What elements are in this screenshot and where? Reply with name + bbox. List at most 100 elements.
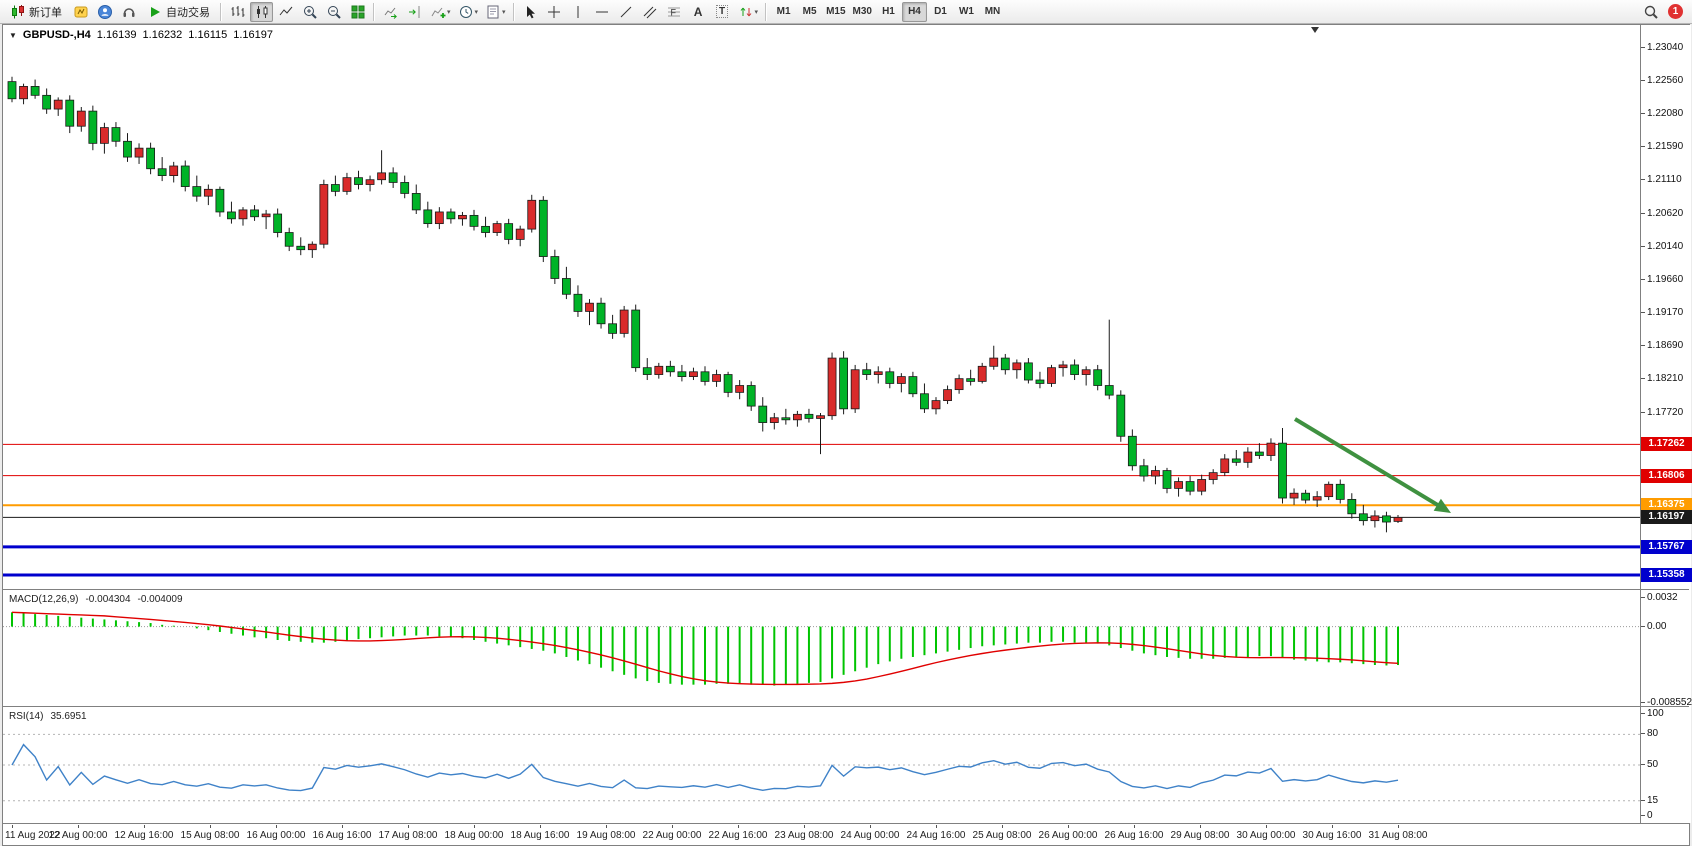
horizontal-line-icon xyxy=(596,11,609,12)
candlestick-series xyxy=(7,76,1403,533)
scale-label: 80 xyxy=(1640,728,1659,740)
time-tick xyxy=(936,825,937,828)
notification-badge[interactable]: 1 xyxy=(1668,4,1683,19)
bars-chart-button[interactable] xyxy=(226,2,249,22)
support-button[interactable] xyxy=(117,2,140,22)
chart-shift-marker[interactable] xyxy=(1311,27,1319,33)
time-tick xyxy=(276,825,277,828)
time-tick xyxy=(1134,825,1135,828)
timeframe-button-m30[interactable]: M30 xyxy=(852,6,872,17)
fibonacci-tool-button[interactable]: F xyxy=(663,2,686,22)
metaeditor-button[interactable] xyxy=(69,2,92,22)
time-tick xyxy=(408,825,409,828)
time-axis-label: 25 Aug 08:00 xyxy=(972,830,1032,841)
trendline-tool-button[interactable] xyxy=(615,2,638,22)
rsi-panel-canvas[interactable] xyxy=(3,707,1640,823)
time-tick xyxy=(1266,825,1267,828)
price-line-badge: 1.15767 xyxy=(1641,539,1692,554)
time-axis-label: 16 Aug 16:00 xyxy=(312,830,372,841)
chart-shift-icon xyxy=(408,5,419,18)
channel-icon xyxy=(643,6,657,18)
time-axis-label: 23 Aug 08:00 xyxy=(774,830,834,841)
timeframe-button-w1[interactable]: W1 xyxy=(958,6,974,17)
time-tick xyxy=(1068,825,1069,828)
crosshair-tool-button[interactable] xyxy=(543,2,566,22)
cursor-tool-button[interactable] xyxy=(519,2,542,22)
svg-text:F: F xyxy=(671,7,677,17)
time-axis-label: 31 Aug 08:00 xyxy=(1368,830,1428,841)
zoom-in-button[interactable] xyxy=(298,2,321,22)
periods-button[interactable]: ▾ xyxy=(455,2,482,22)
macd-panel-canvas[interactable] xyxy=(3,590,1640,706)
scale-label: 1.19660 xyxy=(1640,273,1684,285)
time-tick xyxy=(1332,825,1333,828)
timeframe-button-h1[interactable]: H1 xyxy=(882,6,895,17)
timeframe-button-h4[interactable]: H4 xyxy=(901,1,927,22)
scale-label: 1.22080 xyxy=(1640,107,1684,119)
crosshair-icon xyxy=(548,5,561,18)
main-chart-canvas[interactable] xyxy=(3,25,1640,589)
profile-icon xyxy=(97,4,112,19)
templates-button[interactable]: ▾ xyxy=(482,2,509,22)
text-label-tool-button[interactable]: T xyxy=(711,2,734,22)
time-axis-label: 17 Aug 08:00 xyxy=(378,830,438,841)
zoom-out-button[interactable] xyxy=(322,2,345,22)
chart-symbol-period: GBPUSD-,H4 xyxy=(22,29,91,41)
vertical-line-tool-button[interactable] xyxy=(567,2,590,22)
dropdown-caret-icon: ▾ xyxy=(502,8,506,16)
channel-tool-button[interactable] xyxy=(639,2,662,22)
trend-arrow-head xyxy=(1433,498,1451,513)
macd-signal-value: -0.004009 xyxy=(137,594,183,605)
chart-ohlc-readout: ▼ GBPUSD-,H4 1.16139 1.16232 1.16115 1.1… xyxy=(9,29,273,41)
time-tick xyxy=(474,825,475,828)
text-tool-icon: A xyxy=(693,4,703,19)
panel-splitter[interactable] xyxy=(3,589,1689,590)
trendline-icon xyxy=(620,6,632,17)
line-chart-button[interactable] xyxy=(274,2,297,22)
timeframe-button-m15[interactable]: M15 xyxy=(826,6,846,17)
candlestick-chart-button[interactable] xyxy=(250,1,273,22)
scale-label: 0 xyxy=(1641,810,1653,821)
time-axis-label: 11 Aug 2022 xyxy=(5,830,61,841)
scale-label: 1.19170 xyxy=(1640,307,1684,319)
timeframe-button-m1[interactable]: M1 xyxy=(776,6,791,17)
auto-scroll-button[interactable] xyxy=(379,2,402,22)
new-order-button[interactable]: 新订单 xyxy=(4,2,68,22)
scale-label: 50 xyxy=(1640,759,1659,770)
search-button[interactable] xyxy=(1639,2,1662,22)
price-line-badge: 1.16806 xyxy=(1641,468,1692,483)
autotrading-button[interactable]: 自动交易 xyxy=(141,2,216,22)
timeframe-button-mn[interactable]: MN xyxy=(984,6,1001,17)
indicators-icon xyxy=(431,7,446,18)
time-axis-label: 26 Aug 00:00 xyxy=(1038,830,1098,841)
dropdown-caret-icon: ▾ xyxy=(474,8,479,16)
price-scale[interactable]: 1.23040 1.22560 1.22080 1.21590 1.21110 1.206… xyxy=(1640,25,1692,823)
play-icon xyxy=(151,6,160,17)
horizontal-line-tool-button[interactable] xyxy=(591,2,614,22)
timeframe-button-d1[interactable]: D1 xyxy=(934,6,947,17)
price-line-badge: 1.15358 xyxy=(1641,567,1692,582)
panel-splitter[interactable] xyxy=(3,706,1689,707)
tile-windows-button[interactable] xyxy=(346,2,369,22)
rsi-name: RSI(14) xyxy=(9,711,44,722)
time-tick xyxy=(738,825,739,828)
arrows-tool-button[interactable]: ▾ xyxy=(735,2,762,22)
time-axis[interactable]: 11 Aug 2022 12 Aug 00:00 12 Aug 16:00 15 Au… xyxy=(3,823,1689,845)
headset-icon xyxy=(123,7,134,17)
profile-button[interactable] xyxy=(93,2,116,22)
scale-label: 1.20140 xyxy=(1640,240,1684,252)
one-click-trading-toggle[interactable]: ▼ xyxy=(9,30,17,40)
time-axis-label: 15 Aug 08:00 xyxy=(180,830,240,841)
time-axis-label: 18 Aug 16:00 xyxy=(510,830,570,841)
timeframe-button-m5[interactable]: M5 xyxy=(802,6,817,17)
scale-label: 1.23040 xyxy=(1640,42,1684,53)
indicators-button[interactable]: ▾ xyxy=(427,2,454,22)
chart-shift-button[interactable] xyxy=(403,2,426,22)
clock-icon xyxy=(459,5,472,18)
timeframe-group: M1 M5 M15 M30 H1 H4 D1 W1 MN xyxy=(771,1,1005,22)
macd-signal-line xyxy=(11,611,1399,686)
template-icon xyxy=(487,5,499,18)
rsi-value: 35.6951 xyxy=(50,711,87,722)
text-tool-button[interactable]: A xyxy=(687,2,710,22)
